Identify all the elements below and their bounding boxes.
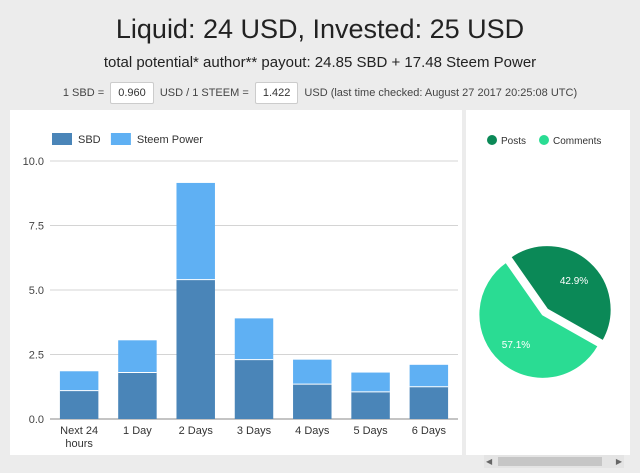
pie-label-comments: 57.1%: [502, 340, 530, 351]
pie-slice-comments[interactable]: [477, 261, 600, 380]
bar-sbd-next-24-hours[interactable]: [59, 390, 99, 419]
scroll-left-arrow-icon[interactable]: ◀: [486, 457, 493, 466]
bar-steem-power-5-days[interactable]: [351, 372, 390, 392]
bar-steem-power-2-days[interactable]: [176, 182, 215, 280]
bar-steem-power-6-days[interactable]: [409, 364, 449, 387]
posts-comments-pie-chart: Posts Comments 42.9% 57.1%: [477, 135, 613, 380]
x-tick-label: 1 Day: [123, 425, 152, 437]
bar-sbd-2-days[interactable]: [176, 279, 215, 419]
bar-steem-power-next-24-hours[interactable]: [59, 371, 99, 391]
bar-sbd-6-days[interactable]: [409, 386, 449, 419]
payout-bar-chart: 0.0 2.5 5.0 7.5 10.0 SBD Steem Power Next 24 hou…: [23, 133, 458, 450]
legend-dot-posts: [487, 135, 497, 145]
legend-label-sbd: SBD: [78, 134, 101, 146]
x-tick-label: Next 24 hours: [60, 425, 98, 450]
pie-slice-posts[interactable]: [509, 244, 613, 342]
steem-rate-label: USD / 1 STEEM =: [159, 87, 249, 99]
bar-sbd-5-days[interactable]: [351, 391, 390, 419]
legend-swatch-steem-power: [110, 133, 131, 145]
bar-steem-power-3-days[interactable]: [234, 318, 274, 360]
bar-chart-panel: 0.0 2.5 5.0 7.5 10.0 SBD Steem Power Next 24 hou…: [10, 110, 462, 455]
last-checked-label: USD (last time checked: August 27 2017 2…: [304, 87, 578, 99]
bar-sbd-4-days[interactable]: [293, 384, 332, 419]
x-tick-label: 5 Days: [353, 425, 388, 437]
x-tick-label: 4 Days: [295, 425, 330, 437]
legend-label-posts: Posts: [501, 136, 526, 147]
legend-swatch-sbd: [52, 133, 72, 145]
legend-dot-comments: [539, 135, 549, 145]
payout-summary: total potential* author** payout: 24.85 …: [103, 54, 537, 71]
y-tick-label: 5.0: [29, 285, 44, 297]
pie-chart-panel: Posts Comments 42.9% 57.1%: [466, 110, 630, 455]
y-tick-label: 7.5: [29, 221, 44, 233]
scrollbar-thumb[interactable]: [498, 457, 602, 466]
x-tick-label: 3 Days: [237, 425, 272, 437]
y-tick-label: 10.0: [23, 156, 44, 168]
bar-steem-power-1-day[interactable]: [118, 340, 157, 373]
page-title: Liquid: 24 USD, Invested: 25 USD: [115, 14, 525, 44]
x-tick-label: 6 Days: [412, 425, 447, 437]
scroll-right-arrow-icon[interactable]: ▶: [615, 457, 622, 466]
exchange-rates: 1 SBD = 0.960 USD / 1 STEEM = 1.422 USD …: [0, 82, 640, 104]
pie-label-posts: 42.9%: [560, 276, 588, 287]
x-tick-label: 2 Days: [179, 425, 214, 437]
y-tick-label: 0.0: [29, 414, 44, 426]
legend-label-steem-power: Steem Power: [137, 134, 203, 146]
bar-steem-power-4-days[interactable]: [293, 359, 332, 385]
bar-sbd-3-days[interactable]: [234, 359, 274, 419]
horizontal-scrollbar[interactable]: ◀ ▶: [484, 455, 624, 468]
sbd-rate-label: 1 SBD =: [62, 87, 105, 99]
y-tick-label: 2.5: [29, 350, 44, 362]
bar-sbd-1-day[interactable]: [118, 372, 157, 419]
legend-label-comments: Comments: [553, 136, 601, 147]
sbd-rate-box: 0.960: [110, 82, 154, 104]
steem-rate-box: 1.422: [254, 82, 299, 104]
